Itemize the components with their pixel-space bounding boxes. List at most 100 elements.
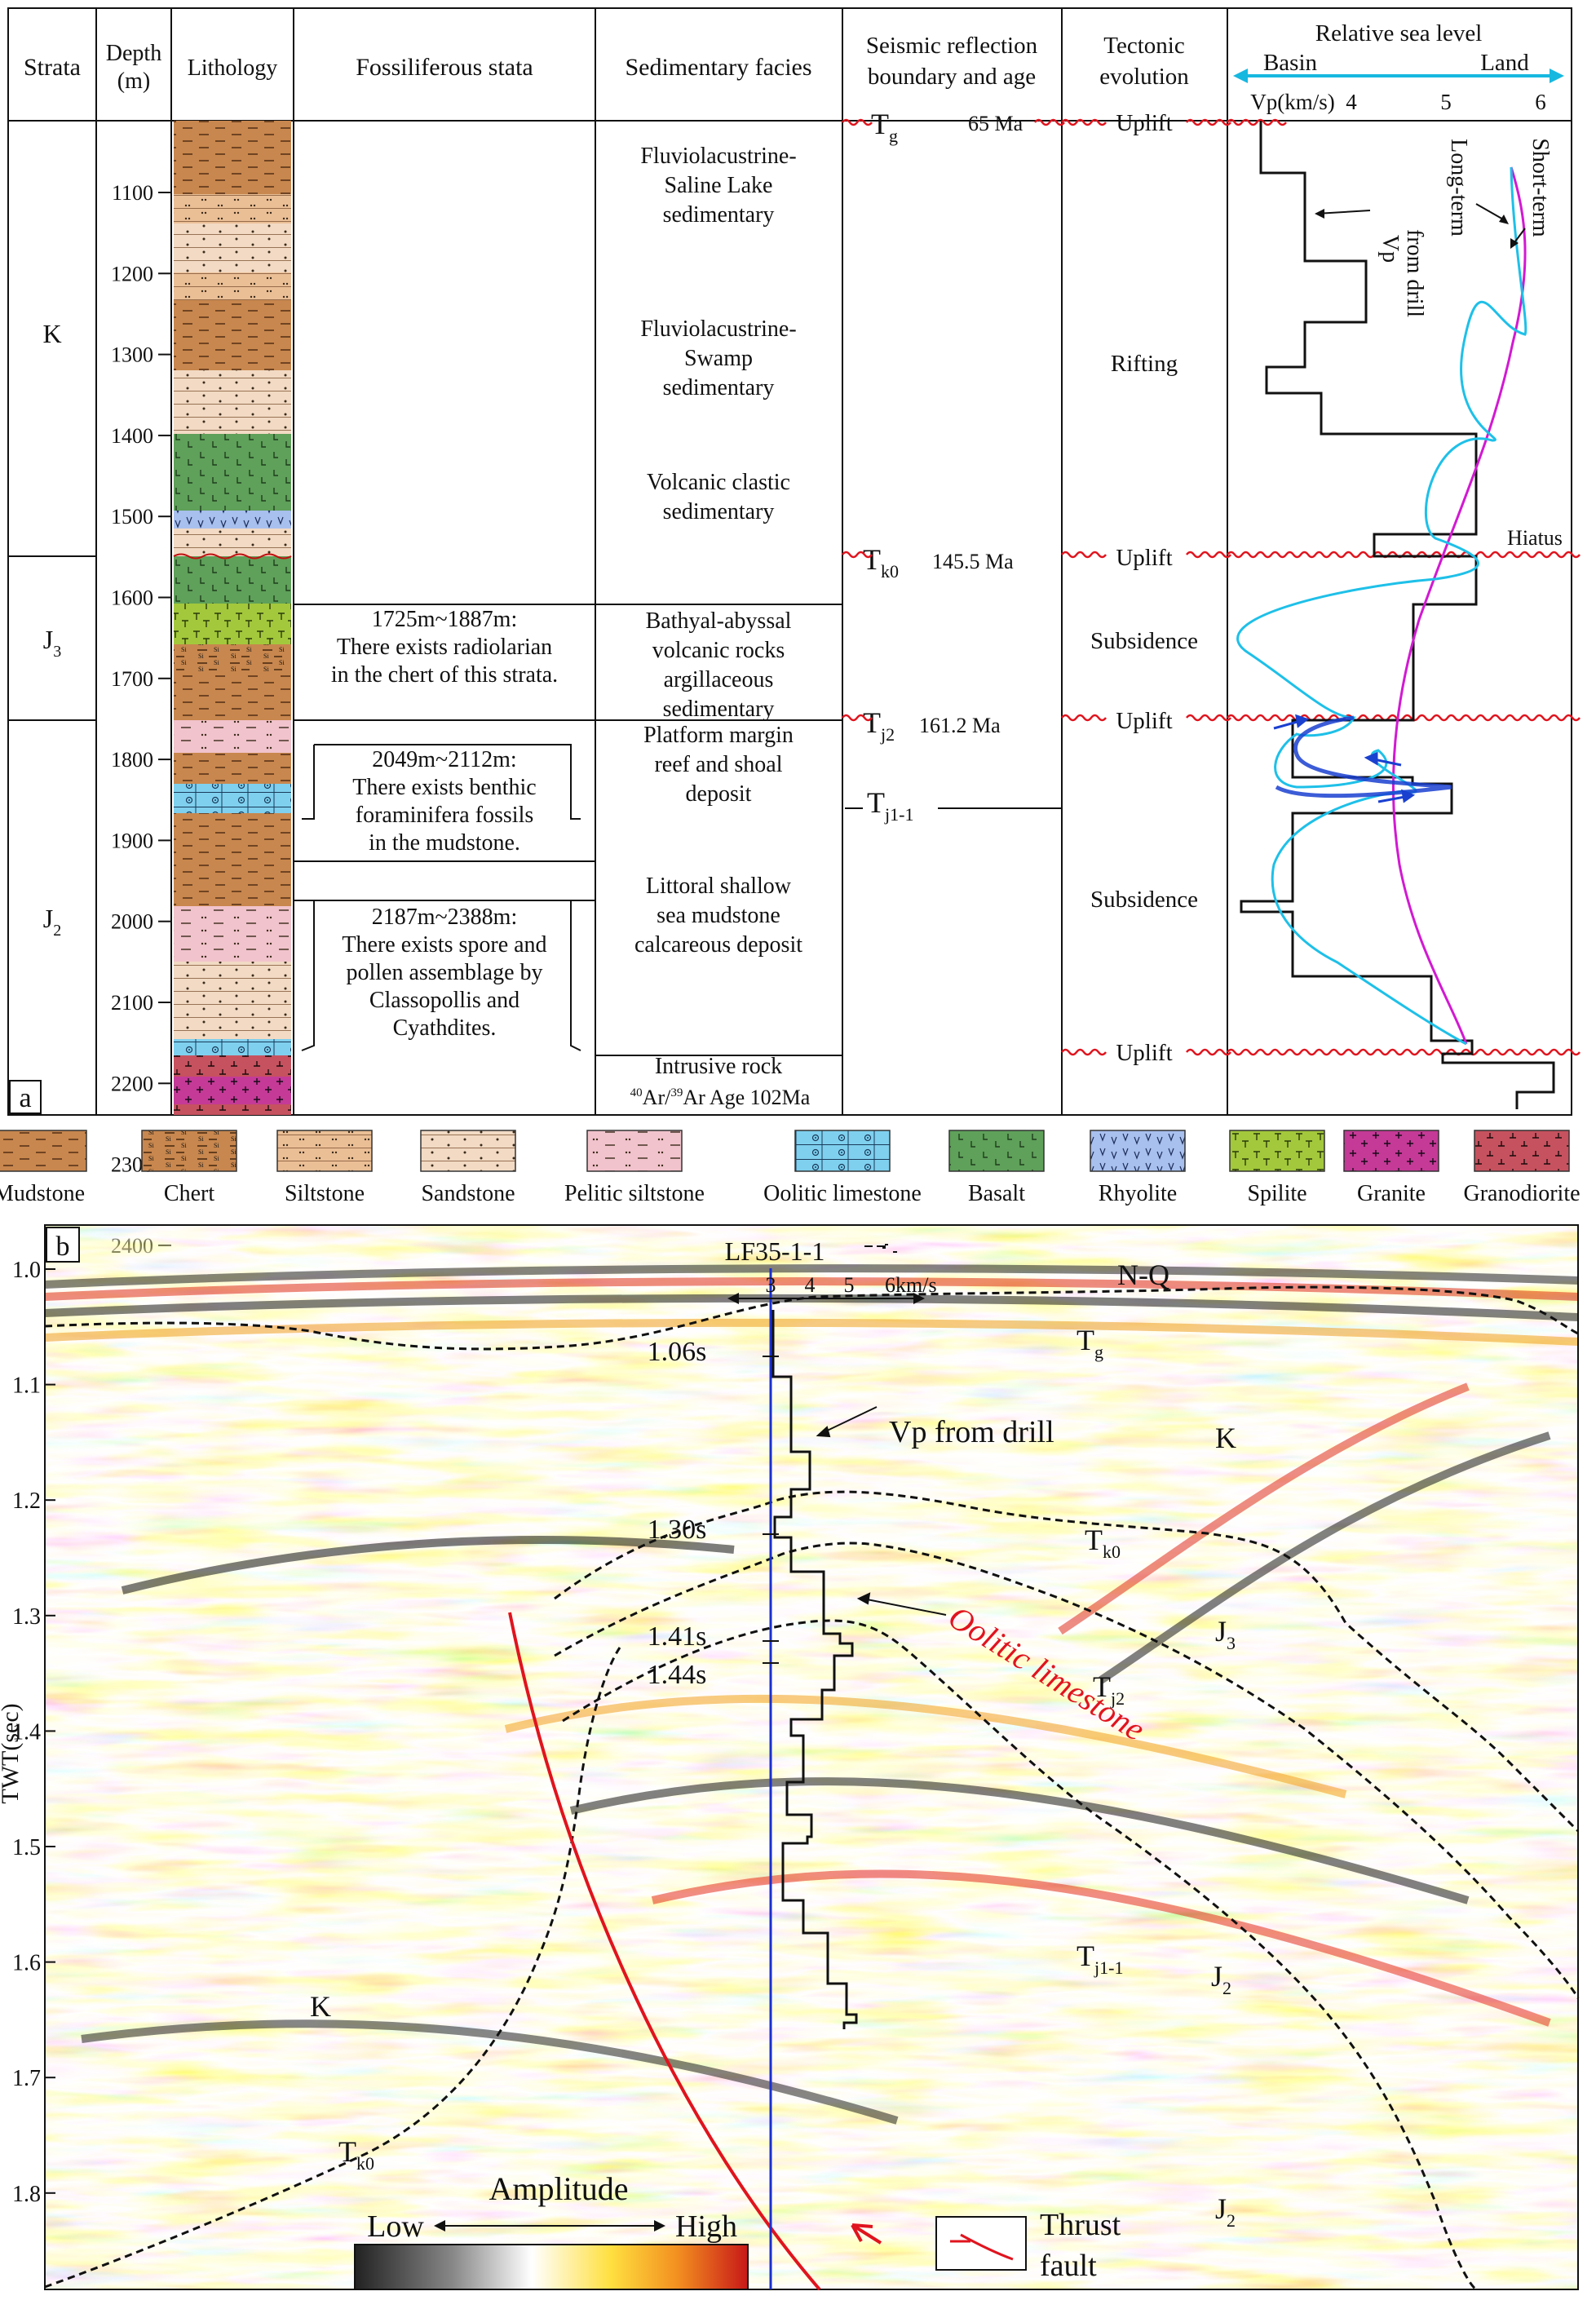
vp-scale-6: 6km/s (885, 1273, 937, 1297)
depth-tick-label: 1500 (111, 505, 153, 529)
basin-label: Basin (1263, 50, 1318, 76)
fossil-brackets (301, 744, 581, 1051)
amplitude-colorbar (354, 2244, 749, 2290)
tectonic-label: Subsidence (1090, 887, 1198, 913)
unconformity-wave (1227, 714, 1581, 722)
vp-label-b: Vp from drill (889, 1415, 1054, 1449)
fault-legend-label-1: Thrust (1040, 2208, 1121, 2242)
fault-legend-label-2: fault (1040, 2249, 1097, 2283)
depth-tick-label: 1800 (111, 748, 153, 772)
depth-tick-label: 2000 (111, 910, 153, 934)
facies-line: sedimentary (663, 202, 775, 228)
fossil-note-line: in the chert of this strata. (331, 662, 558, 688)
horizons (44, 1285, 1580, 2291)
unconformity-wave (1227, 118, 1287, 126)
header-depth: Depth (106, 41, 161, 66)
boundary-tg-age: 65 Ma (968, 112, 1023, 135)
vp-curve-label-2: from drill (1402, 229, 1427, 317)
unit-n-q: N-Q (1117, 1258, 1169, 1291)
amplitude-title: Amplitude (489, 2170, 628, 2207)
unconformity-wave (1061, 118, 1107, 126)
legend-label: Granodiorite (1463, 1181, 1580, 1206)
depth-tick-label: 1300 (111, 343, 153, 367)
unconformity-wave (1061, 714, 1107, 722)
time-1-30: 1.30s (648, 1515, 707, 1545)
depth-tick-label: 1100 (112, 181, 153, 205)
legend-swatch-basalt (948, 1130, 1045, 1172)
well-label: LF35-1-1 (725, 1236, 825, 1266)
sea-level-curves: Vp from drill Long-term Short-term Hiatu… (1236, 121, 1563, 1109)
unconformity-wave (1034, 118, 1065, 126)
legend-swatch-granite (1343, 1130, 1439, 1172)
depth-tick-label: 1400 (111, 424, 153, 448)
label-tj2: Tj2 (1093, 1670, 1125, 1709)
fossil-note-line: Classopollis and (369, 988, 519, 1013)
legend-label: Spilite (1247, 1181, 1306, 1206)
vp-from-drill-curve-b (771, 1310, 858, 2029)
legend-label: Sandstone (421, 1181, 515, 1206)
short-term-curve (1236, 166, 1527, 1046)
long-term-label: Long-term (1446, 139, 1471, 237)
vp-from-drill-curve (1240, 121, 1555, 1109)
vp-curve-label-1: Vp (1377, 235, 1403, 263)
tectonic-label: Uplift (1116, 545, 1172, 571)
legend-label: Siltstone (285, 1181, 365, 1206)
tectonic-label: Subsidence (1090, 628, 1198, 654)
facies-line: Littoral shallow (646, 874, 792, 899)
unit-labels: N-Q K K J3 J2 J2 (310, 1258, 1236, 2231)
fossil-note-line: Cyathdites. (393, 1015, 497, 1041)
basin-arrowhead-icon (1233, 69, 1248, 83)
land-label: Land (1480, 50, 1529, 76)
twt-tick-label: 1.8 (12, 2182, 41, 2207)
facies-line: sedimentary (663, 697, 775, 722)
facies-line: argillaceous (664, 667, 774, 692)
horizon-tj2 (554, 1542, 1580, 1999)
boundary-tg: Tg (871, 108, 898, 146)
legend-swatch-sand (420, 1130, 516, 1172)
boundary-tj1-1: Tj1-1 (867, 786, 913, 825)
fault-legend-icon (950, 2233, 1014, 2261)
boundary-tj2: Tj2 (863, 706, 895, 745)
facies-line: Bathyal-abyssal (646, 608, 792, 634)
depth-tick-label: 2100 (111, 991, 153, 1015)
legend-label: Chert (164, 1181, 214, 1206)
vp-scale-3: 3 (766, 1273, 776, 1297)
seismic-boundaries: Tg 65 Ma Tk0 145.5 Ma Tj2 161.2 Ma Tj1-1 (845, 108, 1062, 825)
facies-line: sea mudstone (657, 903, 780, 928)
vp-axis-label: Vp(km/s) (1250, 90, 1335, 114)
strata-j3: J3 (43, 625, 61, 661)
twt-tick-label: 1.2 (12, 1488, 41, 1514)
fault-arrow-icon (851, 2223, 882, 2245)
legend-swatch-mud (0, 1130, 87, 1172)
fossil-note-line: foraminifera fossils (356, 803, 534, 828)
legend-swatch-granodiorite (1474, 1130, 1570, 1172)
depth-tick-label: 1600 (111, 586, 153, 610)
fossil-note-line: There exists spore and (342, 932, 546, 958)
unit-k-right: K (1215, 1422, 1236, 1454)
time-1-06: 1.06s (648, 1337, 707, 1367)
vp-scale-5: 5 (844, 1273, 855, 1297)
boundary-tj2-age: 161.2 Ma (919, 714, 1001, 737)
facies-line: deposit (686, 781, 752, 807)
header-facies: Sedimentary facies (625, 54, 811, 81)
time-labels: 1.06s 1.30s 1.41s 1.44s (648, 1337, 707, 1690)
horizon-tk0-lower (44, 1647, 621, 2289)
fault-legend-box (935, 2216, 1027, 2271)
unconformity-wave (1186, 118, 1231, 126)
label-tk0: Tk0 (1085, 1524, 1121, 1562)
header-depth-unit: (m) (117, 69, 150, 94)
depth-tick-label: 1700 (111, 667, 153, 691)
tectonic-label: Uplift (1116, 1040, 1172, 1066)
facies-line: reef and shoal (654, 752, 782, 777)
depth-tick-label: 1200 (111, 262, 153, 285)
time-1-41: 1.41s (648, 1621, 707, 1652)
twt-tick-label: 1.3 (12, 1604, 41, 1630)
lithology-column (173, 121, 292, 1115)
legend-label: Mudstone (0, 1181, 85, 1206)
depth-tick-label: 2200 (111, 1072, 153, 1095)
horizon-labels: Tg Tk0 Tj2 Tj1-1 Tk0 (338, 1324, 1125, 2174)
panel-label-a: a (19, 1083, 31, 1113)
unit-j3: J3 (1215, 1615, 1236, 1653)
land-arrowhead-icon (1550, 69, 1564, 83)
panel-label-b: b (56, 1232, 70, 1262)
